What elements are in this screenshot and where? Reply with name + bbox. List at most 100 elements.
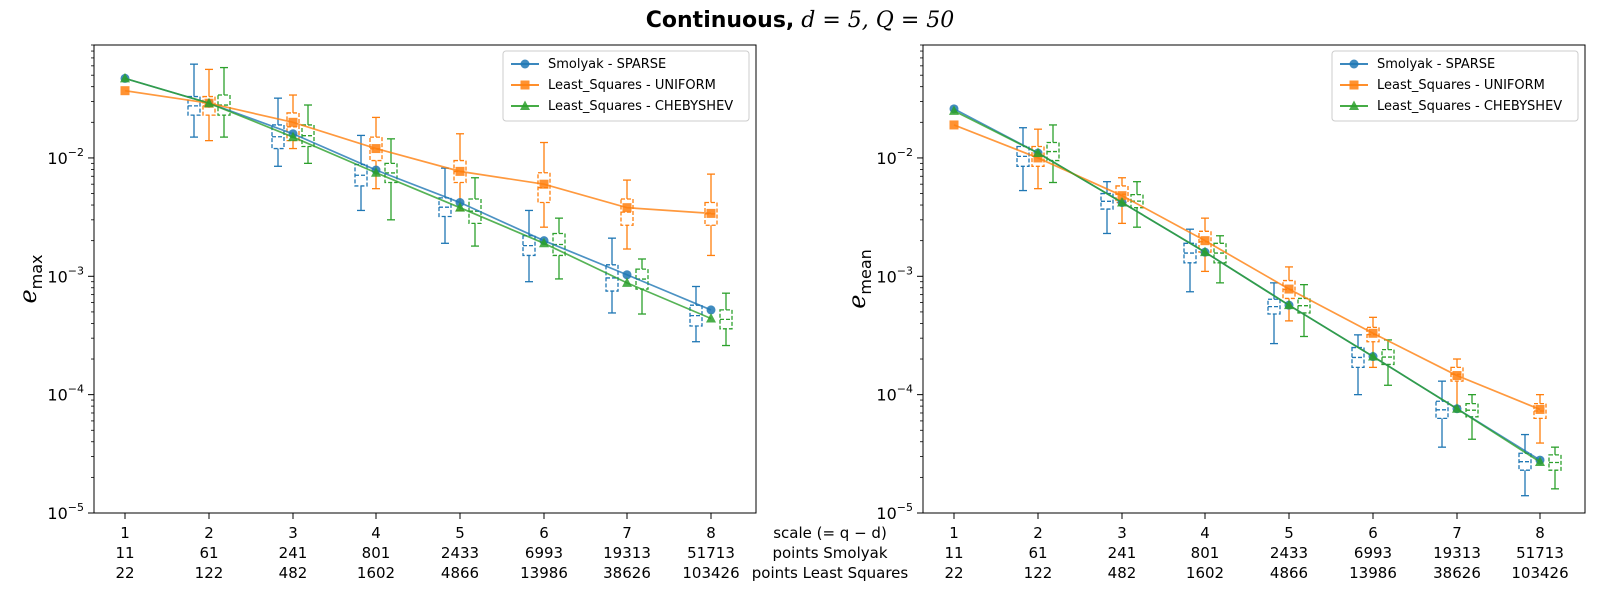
plot-area-frame <box>93 44 757 514</box>
x-points-least-squares-label: 38626 <box>603 564 651 582</box>
x-points-least-squares-label: 13986 <box>1349 564 1397 582</box>
series-2-point <box>949 120 959 130</box>
x-points-smolyak-label: 11 <box>944 544 963 562</box>
y-tick-label: 10−4 <box>47 383 84 405</box>
x-points-smolyak-label: 6993 <box>1354 544 1392 562</box>
x-points-smolyak-label: 51713 <box>1516 544 1564 562</box>
x-tick-label: 7 <box>1452 524 1462 542</box>
series-3-point <box>1368 351 1378 361</box>
x-points-least-squares-label: 22 <box>944 564 963 582</box>
x-points-least-squares-label: 1602 <box>1186 564 1224 582</box>
plot-area-frame <box>922 44 1586 514</box>
iqr-box <box>1533 402 1547 420</box>
series-line-2 <box>953 124 1541 411</box>
x-points-least-squares-label: 22 <box>115 564 134 582</box>
x-tick-label: 1 <box>949 524 959 542</box>
figure-title-bold: Continuous, <box>645 8 795 33</box>
x-points-smolyak-label: 801 <box>362 544 391 562</box>
x-points-smolyak-label: 2433 <box>1270 544 1308 562</box>
legend-marker <box>520 100 530 110</box>
legend-box <box>1331 50 1579 122</box>
x-points-smolyak-label: 61 <box>1028 544 1047 562</box>
figure-title-math: d = 5, Q = 50 <box>801 8 955 33</box>
series-3-point <box>1033 147 1043 158</box>
legend: Smolyak - SPARSE Least_Squares - UNIFORM L… <box>1331 50 1579 122</box>
x-points-least-squares-label: 482 <box>279 564 308 582</box>
series-2-point <box>1200 236 1210 246</box>
iqr-box <box>369 136 383 162</box>
series-2-point <box>706 208 716 218</box>
legend-entry-label: Least_Squares - UNIFORM <box>548 78 716 93</box>
x-points-least-squares-label: 103426 <box>1511 564 1568 582</box>
series-2-point <box>1368 328 1378 338</box>
chart-panel-2: 10−510−410−310−2emean1112226112232414824… <box>843 44 1586 582</box>
x-tick-label: 8 <box>1535 524 1545 542</box>
x-points-smolyak-label: 241 <box>279 544 308 562</box>
y-tick-label: 10−4 <box>876 383 913 405</box>
series-3-point <box>1117 197 1127 207</box>
x-points-smolyak-label: 2433 <box>441 544 479 562</box>
x-points-smolyak-label: 61 <box>199 544 218 562</box>
y-tick-label: 10−3 <box>876 264 913 286</box>
x-points-smolyak-label: 19313 <box>1433 544 1481 562</box>
iqr-box <box>719 309 733 330</box>
x-points-smolyak-label: 51713 <box>687 544 735 562</box>
x-points-least-squares-label: 103426 <box>682 564 739 582</box>
y-axis-label: emax <box>14 254 46 303</box>
x-tick-label: 4 <box>1200 524 1210 542</box>
series-2-point <box>1535 404 1545 414</box>
y-tick-label: 10−5 <box>876 501 913 523</box>
legend-entry-label: Least_Squares - UNIFORM <box>1377 78 1545 93</box>
x-points-least-squares-label: 38626 <box>1433 564 1481 582</box>
legend-entry-label: Smolyak - SPARSE <box>1377 57 1495 72</box>
series-3-point <box>1535 456 1545 466</box>
chart-panel-1: 10−510−410−310−2emax11122261122324148248… <box>14 44 757 582</box>
x-tick-label: 3 <box>1117 524 1127 542</box>
series-line-3 <box>953 110 1541 463</box>
x-points-least-squares-label: 482 <box>1108 564 1137 582</box>
x-points-least-squares-label: 1602 <box>357 564 395 582</box>
legend: Smolyak - SPARSE Least_Squares - UNIFORM L… <box>502 50 750 122</box>
iqr-box <box>271 124 285 150</box>
x-tick-label: 5 <box>455 524 465 542</box>
legend-marker <box>1349 100 1359 110</box>
series-2-point <box>1452 371 1462 381</box>
series-2-point <box>455 166 465 176</box>
iqr-box <box>384 162 398 184</box>
x-tick-label: 6 <box>1368 524 1378 542</box>
x-points-least-squares-label: 4866 <box>1270 564 1308 582</box>
legend-entry-label: Least_Squares - CHEBYSHEV <box>548 99 733 114</box>
series-3-point <box>120 72 130 83</box>
series-3-point <box>288 131 298 142</box>
x-tick-label: 2 <box>204 524 214 542</box>
x-tick-label: 4 <box>371 524 381 542</box>
x-points-smolyak-label: 19313 <box>603 544 651 562</box>
x-points-smolyak-label: 241 <box>1108 544 1137 562</box>
legend-marker <box>520 59 530 69</box>
series-2-point <box>288 117 298 127</box>
x-points-smolyak-label: 801 <box>1191 544 1220 562</box>
x-points-smolyak-label: 6993 <box>525 544 563 562</box>
series-2-point <box>371 144 381 154</box>
x-tick-label: 5 <box>1284 524 1294 542</box>
legend-box <box>502 50 750 122</box>
iqr-box <box>1267 298 1281 315</box>
y-tick-label: 10−2 <box>876 146 913 168</box>
y-tick-label: 10−2 <box>47 146 84 168</box>
y-tick-label: 10−5 <box>47 501 84 523</box>
series-3-point <box>455 202 465 212</box>
x-points-least-squares-label: 4866 <box>441 564 479 582</box>
x-row-label-least-squares: points Least Squares <box>751 564 909 582</box>
legend-marker <box>1349 59 1359 69</box>
x-tick-label: 3 <box>288 524 298 542</box>
legend-entry-label: Smolyak - SPARSE <box>548 57 666 72</box>
legend-entry-label: Least_Squares - CHEBYSHEV <box>1377 99 1562 114</box>
figure-title: Continuous, d = 5, Q = 50 <box>0 8 1600 33</box>
legend-marker <box>520 80 530 90</box>
iqr-box <box>522 235 536 257</box>
y-tick-label: 10−3 <box>47 264 84 286</box>
iqr-box <box>1016 145 1030 167</box>
series-line-3 <box>124 77 712 320</box>
series-3-point <box>949 105 959 115</box>
